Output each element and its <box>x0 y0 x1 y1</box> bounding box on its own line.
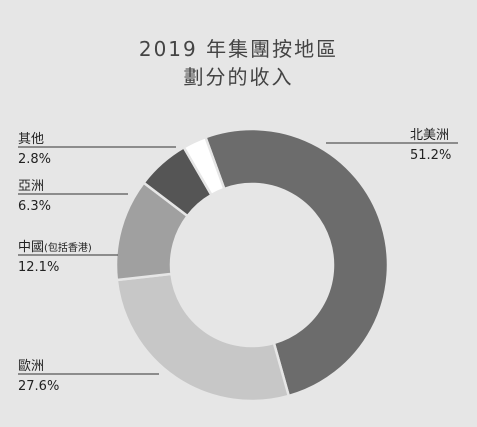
value-asia: 6.3% <box>18 199 52 214</box>
slice-north-america <box>203 127 390 398</box>
value-china: 12.1% <box>18 260 60 275</box>
label-china-name: 中國 <box>18 240 45 255</box>
label-china-note: (包括香港) <box>44 243 92 254</box>
label-europe: 歐洲 <box>18 359 45 374</box>
slice-europe <box>115 272 291 403</box>
value-other: 2.8% <box>18 152 52 167</box>
slice-other <box>182 135 226 197</box>
value-europe: 27.6% <box>18 379 60 394</box>
value-north-america: 51.2% <box>410 148 452 163</box>
label-north-america: 北美洲 <box>410 128 450 143</box>
chart-title-line-1: 2019 年集團按地區 <box>138 37 339 61</box>
label-asia: 亞洲 <box>18 179 45 194</box>
donut-hole <box>172 185 332 345</box>
label-china: 中國(包括香港) <box>18 236 92 255</box>
label-other: 其他 <box>18 132 45 147</box>
chart-title-line-2: 劃分的收入 <box>183 65 294 89</box>
